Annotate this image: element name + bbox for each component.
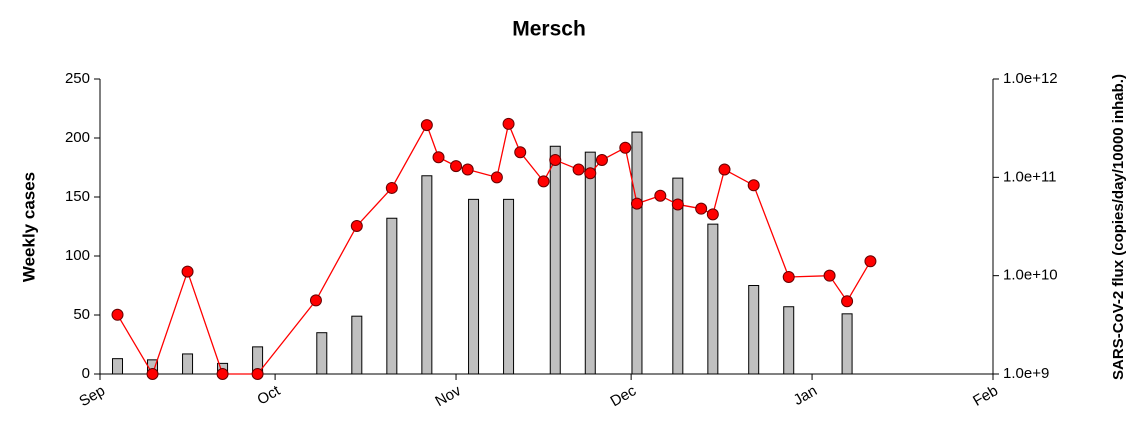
marker [671, 198, 684, 211]
marker [432, 151, 445, 164]
bar [316, 332, 328, 375]
y-tick-label: 250 [65, 70, 90, 87]
marker [420, 119, 433, 132]
bar [707, 223, 719, 375]
chart-title: Mersch [512, 18, 586, 41]
bar [841, 313, 853, 375]
bar [386, 217, 398, 375]
marker [181, 265, 194, 278]
marker [619, 141, 632, 154]
marker [490, 171, 503, 184]
bar [549, 145, 561, 375]
bar [182, 353, 194, 375]
marker [549, 154, 562, 167]
marker [450, 160, 463, 173]
marker [864, 255, 877, 268]
y-tick-label: 100 [65, 247, 90, 264]
bar [421, 175, 433, 375]
marker [385, 181, 398, 194]
marker [251, 368, 264, 380]
y-tick-label: 200 [65, 129, 90, 146]
x-tick-label: Oct [254, 382, 283, 409]
bar [584, 151, 596, 375]
marker [706, 208, 719, 221]
marker [595, 154, 608, 167]
y2-tick-label: 1.0e+11 [1003, 168, 1057, 185]
y-tick-label: 150 [65, 188, 90, 205]
marker [695, 202, 708, 215]
bar [503, 198, 515, 375]
y2-tick-label: 1.0e+9 [1003, 365, 1049, 382]
marker [718, 163, 731, 176]
marker [146, 368, 159, 380]
bar [783, 306, 795, 375]
x-tick-label: Dec [608, 382, 640, 410]
marker [654, 189, 667, 202]
y-tick-label: 50 [73, 306, 90, 323]
marker [572, 163, 585, 176]
marker [111, 308, 124, 321]
marker [782, 270, 795, 283]
y2-axis-label: SARS-CoV-2 flux (copies/day/10000 inhab.… [1110, 74, 1127, 380]
x-tick-label: Jan [791, 382, 820, 409]
marker [309, 294, 322, 307]
y2-tick-label: 1.0e+10 [1003, 267, 1058, 284]
marker [630, 197, 643, 210]
bar [748, 285, 760, 375]
bar [672, 177, 684, 375]
marker [514, 146, 527, 159]
marker [841, 295, 854, 308]
marker [216, 368, 229, 380]
marker [823, 269, 836, 282]
bar [631, 131, 643, 375]
marker [747, 179, 760, 192]
marker [461, 163, 474, 176]
y2-tick-label: 1.0e+12 [1003, 70, 1058, 87]
marker [350, 219, 363, 232]
line [116, 121, 871, 376]
x-tick-label: Nov [432, 382, 464, 410]
bar [112, 358, 124, 375]
marker [584, 167, 597, 180]
bar [468, 198, 480, 375]
bar [351, 315, 363, 375]
x-tick-label: Feb [970, 382, 1001, 410]
marker [537, 175, 550, 188]
y-tick-label: 0 [82, 365, 90, 382]
y-axis-label: Weekly cases [19, 172, 38, 282]
marker [502, 117, 515, 130]
x-tick-label: Sep [76, 382, 108, 410]
